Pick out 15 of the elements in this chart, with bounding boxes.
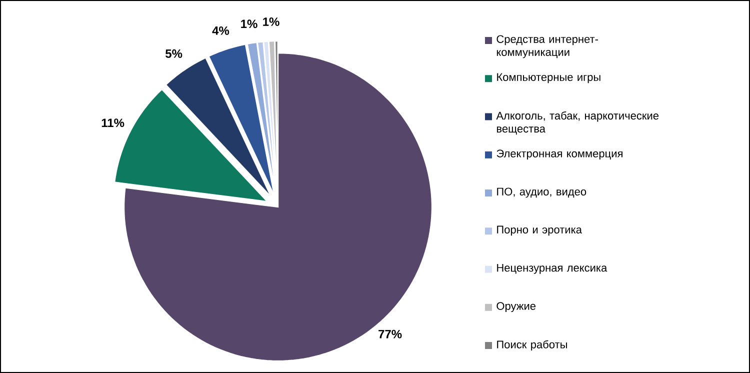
data-label: 1% (263, 18, 280, 26)
legend-label: Оружие (496, 302, 536, 312)
data-label: 11% (102, 118, 124, 128)
legend-label: Нецензурная лексика (497, 264, 608, 274)
legend-label: ПО, аудио, видео (497, 188, 586, 198)
data-label: 4% (212, 26, 230, 35)
data-label: 5% (166, 49, 182, 58)
legend-label: Электронная коммерция (496, 150, 622, 160)
legend-label: Поиск работы (497, 340, 567, 351)
data-label: 77% (378, 330, 402, 338)
legend-label: Средства интернет-коммуникации (496, 35, 598, 58)
legend-label: Порно и эротика (497, 226, 582, 236)
legend-label: Алкоголь, табак, наркотические вещества (496, 111, 659, 135)
legend-label: Компьютерные игры (497, 73, 600, 84)
data-label: 1% (241, 20, 258, 28)
